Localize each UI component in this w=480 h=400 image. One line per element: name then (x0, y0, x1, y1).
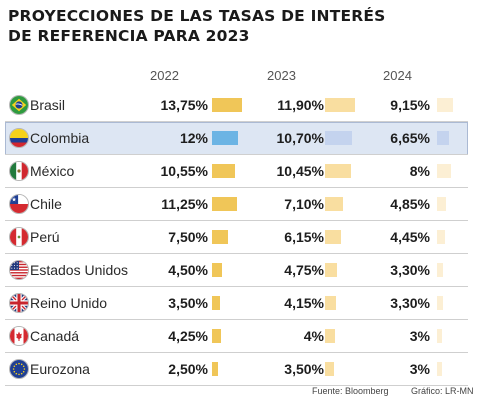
country-label: Perú (30, 229, 60, 245)
rate-bar-2023 (325, 164, 352, 178)
uk-flag-icon (9, 293, 29, 313)
rate-bar-2024 (437, 164, 451, 178)
rate-bar-2024 (437, 263, 443, 277)
rate-value-2024: 8% (409, 163, 430, 179)
credit-note: Gráfico: LR-MN (411, 386, 474, 396)
rate-bar-2022 (212, 131, 239, 145)
mexico-flag-icon (9, 161, 29, 181)
rate-value-2023: 11,90% (277, 97, 324, 113)
rate-value-2022: 3,50% (168, 295, 208, 311)
rate-bar-2024 (437, 230, 445, 244)
row-separator (5, 154, 468, 155)
canada-flag-icon (9, 326, 29, 346)
rate-bar-2024 (437, 197, 446, 211)
rate-value-2024: 4,45% (390, 229, 430, 245)
rate-value-2022: 4,50% (168, 262, 208, 278)
country-label: Eurozona (30, 361, 90, 377)
rate-value-2023: 4% (303, 328, 324, 344)
rate-bar-2023 (325, 230, 341, 244)
rate-bar-2023 (325, 263, 337, 277)
eu-flag-icon (9, 359, 29, 379)
rate-value-2022: 10,55% (160, 163, 208, 179)
rate-bar-2022 (212, 329, 222, 343)
rate-bar-2022 (212, 296, 220, 310)
rate-bar-2023 (325, 329, 336, 343)
rate-value-2024: 4,85% (390, 196, 430, 212)
rate-value-2023: 4,75% (284, 262, 324, 278)
chile-flag-icon (9, 194, 29, 214)
chart-title: PROYECCIONES DE LAS TASAS DE INTERÉS DE … (8, 6, 468, 46)
chart-title-line-1: PROYECCIONES DE LAS TASAS DE INTERÉS (8, 7, 386, 25)
rate-bar-2022 (212, 98, 242, 112)
country-label: Colombia (30, 130, 90, 146)
rate-bar-2023 (325, 296, 336, 310)
rate-bar-2022 (212, 263, 222, 277)
row-separator (5, 220, 468, 221)
rate-bar-2022 (212, 197, 237, 211)
column-header-2023: 2023 (267, 68, 296, 83)
country-label: Estados Unidos (30, 262, 129, 278)
rate-value-2022: 11,25% (161, 196, 208, 212)
rate-value-2023: 6,15% (284, 229, 324, 245)
rate-value-2023: 10,45% (276, 163, 324, 179)
row-separator (5, 352, 468, 353)
country-label: Canadá (30, 328, 80, 344)
row-separator (5, 385, 468, 386)
rate-bar-2023 (325, 362, 334, 376)
row-separator (5, 319, 468, 320)
rate-value-2024: 3% (409, 361, 430, 377)
rate-bar-2023 (325, 197, 343, 211)
rate-value-2022: 13,75% (160, 97, 208, 113)
rate-bar-2022 (212, 230, 229, 244)
rate-bar-2023 (325, 131, 352, 145)
rate-value-2024: 9,15% (390, 97, 430, 113)
country-label: Reino Unido (30, 295, 108, 311)
rate-bar-2024 (437, 296, 443, 310)
country-label: Brasil (30, 97, 66, 113)
country-label: México (30, 163, 75, 179)
rate-bar-2024 (437, 131, 449, 145)
rate-bar-2024 (437, 98, 453, 112)
peru-flag-icon (9, 227, 29, 247)
column-header-2024: 2024 (383, 68, 412, 83)
source-note: Fuente: Bloomberg (312, 386, 389, 396)
rate-value-2024: 3% (409, 328, 430, 344)
colombia-flag-icon (9, 128, 29, 148)
rate-bar-2022 (212, 164, 235, 178)
brazil-flag-icon (9, 95, 29, 115)
rate-value-2024: 6,65% (390, 130, 430, 146)
country-label: Chile (30, 196, 62, 212)
rate-value-2023: 10,70% (276, 130, 324, 146)
rate-bar-2023 (325, 98, 355, 112)
rate-value-2022: 2,50% (168, 361, 208, 377)
row-separator (5, 187, 468, 188)
row-separator (5, 253, 468, 254)
rate-bar-2022 (212, 362, 218, 376)
rate-value-2023: 3,50% (284, 361, 324, 377)
rate-value-2022: 4,25% (168, 328, 208, 344)
rate-value-2024: 3,30% (390, 262, 430, 278)
rate-bar-2024 (437, 329, 443, 343)
rate-bar-2024 (437, 362, 443, 376)
usa-flag-icon (9, 260, 29, 280)
rate-value-2023: 7,10% (284, 196, 324, 212)
row-separator (5, 121, 468, 122)
rate-value-2024: 3,30% (390, 295, 430, 311)
chart-title-line-2: DE REFERENCIA PARA 2023 (8, 27, 250, 45)
column-header-2022: 2022 (150, 68, 179, 83)
rate-value-2023: 4,15% (284, 295, 324, 311)
rate-value-2022: 7,50% (168, 229, 208, 245)
rate-value-2022: 12% (179, 130, 208, 146)
row-separator (5, 286, 468, 287)
